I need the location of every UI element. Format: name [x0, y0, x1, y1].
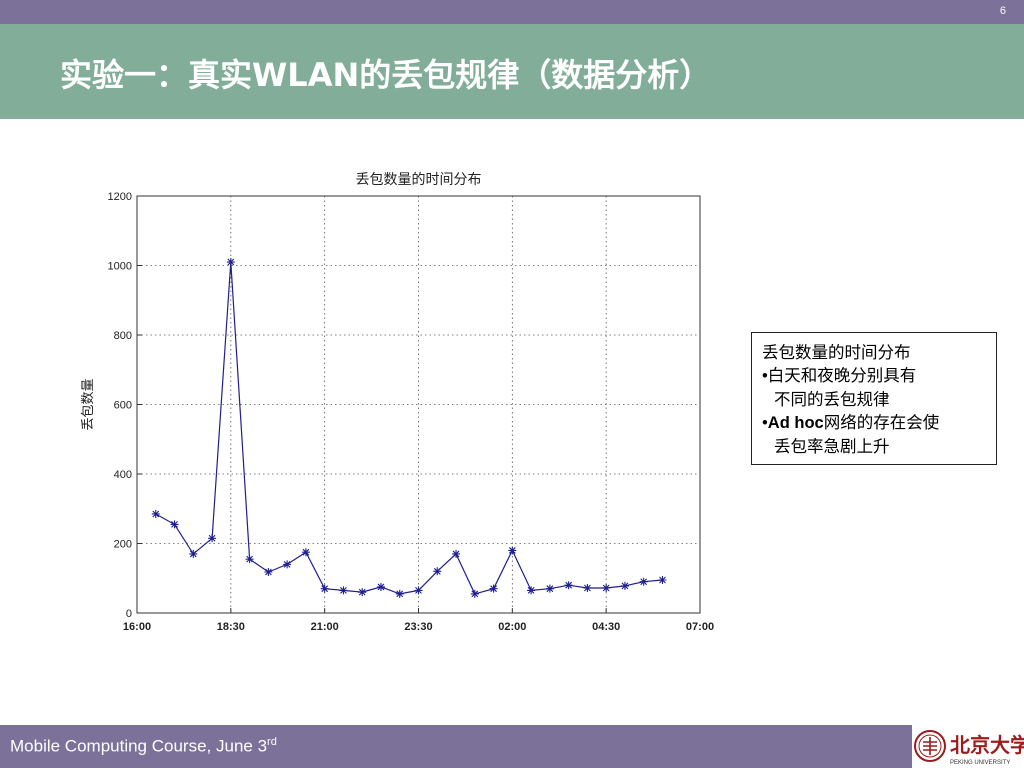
note-bold-text: Ad hoc [767, 414, 824, 432]
note-bullet-1: •白天和夜晚分别具有 [762, 364, 986, 388]
data-point [170, 520, 179, 529]
y-tick-label: 600 [114, 400, 132, 412]
data-point [376, 582, 385, 591]
data-point [452, 549, 461, 558]
y-tick-label: 1000 [108, 261, 132, 273]
note-text: 网络的存在会使 [823, 413, 940, 432]
data-point [658, 575, 667, 584]
note-text-cont: 丢包率急剧上升 [774, 437, 890, 456]
x-tick-label: 23:30 [404, 621, 432, 633]
data-point [620, 581, 629, 590]
note-box: 丢包数量的时间分布 •白天和夜晚分别具有 不同的丢包规律 •Ad hoc网络的存… [751, 332, 997, 465]
note-bullet-2: •Ad hoc网络的存在会使 [762, 411, 986, 435]
data-point [508, 546, 517, 555]
bullet-dot: • [762, 367, 768, 385]
data-point [527, 586, 536, 595]
chart-svg: 0 200 400 600 800 1000 1200 16:00 18:30 21:00 23:3… [81, 172, 714, 633]
footer-bar: Mobile Computing Course, June 3rd [0, 725, 912, 768]
data-point [470, 589, 479, 598]
top-strip: 6 [0, 0, 1024, 24]
seal-ring-icon [914, 730, 946, 762]
data-point [264, 567, 273, 576]
y-tick-label: 200 [114, 539, 132, 551]
y-tick-label: 0 [126, 608, 132, 620]
logo-wordmark: 北京大学 [950, 733, 1024, 757]
note-text-cont: 不同的丢包规律 [774, 390, 890, 409]
seal-inner-icon [918, 734, 942, 758]
slide-title: 实验一：真实WLAN的丢包规律（数据分析） [60, 56, 712, 94]
chart-title: 丢包数量的时间分布 [356, 172, 482, 188]
y-tick-label: 1200 [108, 191, 132, 203]
x-tick-label: 21:00 [311, 621, 339, 633]
title-band [0, 24, 1024, 119]
series-line [155, 261, 663, 595]
y-axis-label: 丢包数量 [81, 378, 96, 430]
x-tick-label: 02:00 [498, 621, 526, 633]
data-point [226, 258, 235, 267]
data-point [245, 555, 254, 564]
data-point [320, 584, 329, 593]
note-text: 白天和夜晚分别具有 [767, 366, 917, 385]
data-point [433, 567, 442, 576]
page-number: 6 [999, 5, 1006, 17]
data-point [151, 509, 160, 518]
x-tick-label: 18:30 [217, 621, 245, 633]
data-point [602, 583, 611, 592]
logo-svg: 北京大学 PEKING UNIVERSITY [914, 730, 1024, 766]
x-tick-label: 16:00 [123, 621, 151, 633]
data-point [545, 584, 554, 593]
data-point [189, 549, 198, 558]
y-tick-label: 400 [114, 469, 132, 481]
footer-text: Mobile Computing Course, June 3rd [10, 736, 277, 757]
logo-subtitle: PEKING UNIVERSITY [950, 760, 1010, 766]
data-point [639, 577, 648, 586]
data-point [564, 581, 573, 590]
x-tick-label: 07:00 [686, 621, 714, 633]
data-point [301, 548, 310, 557]
data-point [339, 586, 348, 595]
data-point [283, 560, 292, 569]
data-point [208, 534, 217, 543]
line-chart: 0 200 400 600 800 1000 1200 16:00 18:30 21:00 23:3… [60, 160, 740, 650]
seal-glyph-icon [923, 737, 937, 755]
data-point [358, 588, 367, 597]
data-point [583, 583, 592, 592]
footer-superscript: rd [267, 736, 277, 748]
data-point [395, 589, 404, 598]
data-point [414, 586, 423, 595]
note-title: 丢包数量的时间分布 [762, 343, 911, 362]
bullet-dot: • [762, 414, 768, 432]
university-logo: 北京大学 PEKING UNIVERSITY [912, 725, 1024, 768]
x-tick-label: 04:30 [592, 621, 620, 633]
footer-course: Mobile Computing Course, June 3 [10, 736, 268, 756]
y-tick-label: 800 [114, 330, 132, 342]
data-point [489, 584, 498, 593]
